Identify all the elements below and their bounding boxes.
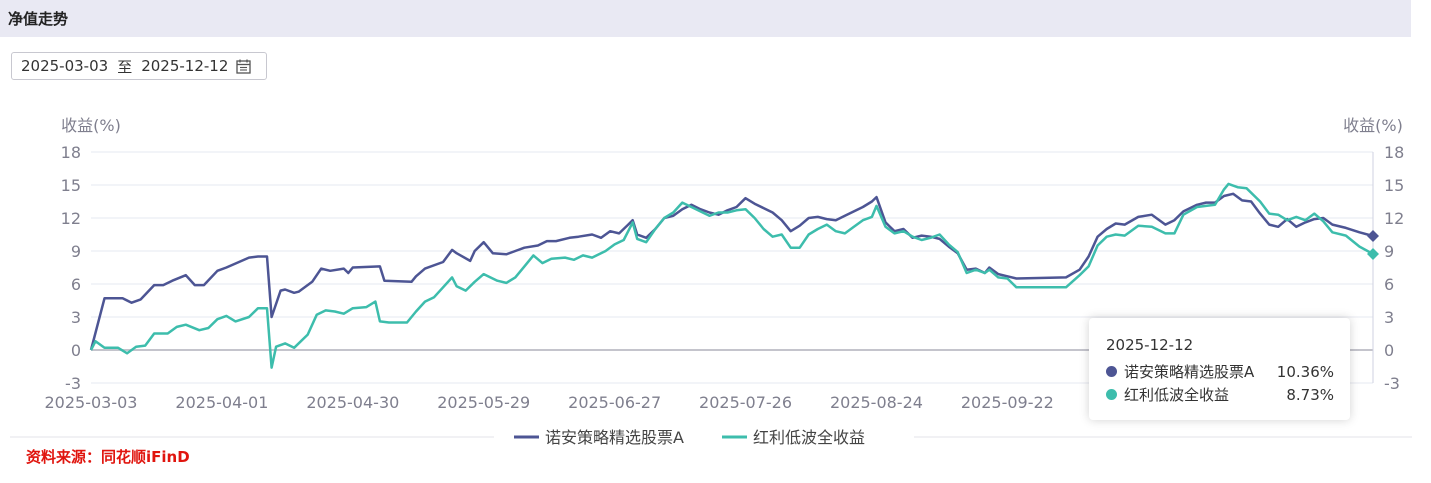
end-date: 2025-12-12 xyxy=(141,57,229,75)
x-tick-label: 2025-07-26 xyxy=(699,393,792,412)
y-tick-label-right: 15 xyxy=(1384,176,1404,195)
x-tick-label: 2025-06-27 xyxy=(568,393,661,412)
range-separator: 至 xyxy=(117,57,133,76)
y-axis-label-right: 收益(%) xyxy=(1343,116,1403,135)
legend-label-1: 红利低波全收益 xyxy=(753,428,865,447)
y-tick-label-left: 0 xyxy=(71,341,81,360)
y-tick-label-left: 15 xyxy=(61,176,81,195)
x-tick-label: 2025-05-29 xyxy=(437,393,530,412)
tooltip-benchmark-value: 8.73% xyxy=(1286,385,1334,404)
tooltip-fund-name: 诺安策略精选股票A xyxy=(1124,363,1255,381)
y-tick-label-left: -3 xyxy=(65,374,81,393)
y-tick-label-right: 3 xyxy=(1384,308,1394,327)
y-axis-label-left: 收益(%) xyxy=(61,116,121,135)
x-tick-label: 2025-04-30 xyxy=(306,393,399,412)
section-title: 净值走势 xyxy=(8,10,69,28)
series-line-0 xyxy=(89,192,1374,351)
series-end-marker-0 xyxy=(1367,230,1379,243)
tooltip-date: 2025-12-12 xyxy=(1106,336,1194,354)
tooltip-row-benchmark: 红利低波全收益 8.73% xyxy=(1106,383,1334,406)
fund-dot-icon xyxy=(1106,366,1117,377)
y-tick-label-left: 3 xyxy=(71,308,81,327)
tooltip-row-fund: 诺安策略精选股票A 10.36% xyxy=(1106,360,1334,383)
y-tick-label-left: 12 xyxy=(61,209,81,228)
tooltip-fund-value: 10.36% xyxy=(1276,362,1334,381)
x-tick-label: 2025-09-22 xyxy=(961,393,1054,412)
y-tick-label-left: 9 xyxy=(71,242,81,261)
data-source-note: 资料来源：同花顺iFinD xyxy=(26,448,190,466)
y-tick-label-right: -3 xyxy=(1384,374,1400,393)
chart-tooltip: 2025-12-12 诺安策略精选股票A 10.36% 红利低波全收益 8.73… xyxy=(1089,318,1350,420)
y-tick-label-right: 12 xyxy=(1384,209,1404,228)
y-tick-label-right: 9 xyxy=(1384,242,1394,261)
x-tick-label: 2025-03-03 xyxy=(45,393,138,412)
calendar-icon[interactable] xyxy=(236,59,252,74)
y-tick-label-right: 0 xyxy=(1384,341,1394,360)
benchmark-dot-icon xyxy=(1106,389,1117,400)
date-range-picker[interactable]: 2025-03-03 至 2025-12-12 xyxy=(11,52,267,80)
y-tick-label-right: 18 xyxy=(1384,143,1404,162)
y-tick-label-right: 6 xyxy=(1384,275,1394,294)
legend-label-0: 诺安策略精选股票A xyxy=(545,428,684,447)
series-line-1 xyxy=(89,182,1374,369)
x-tick-label: 2025-08-24 xyxy=(830,393,923,412)
tooltip-benchmark-name: 红利低波全收益 xyxy=(1124,386,1230,404)
y-tick-label-left: 18 xyxy=(61,143,81,162)
start-date: 2025-03-03 xyxy=(21,57,109,75)
series-end-marker-1 xyxy=(1367,247,1379,260)
x-tick-label: 2025-04-01 xyxy=(175,393,268,412)
section-header: 净值走势 xyxy=(0,0,1411,37)
y-tick-label-left: 6 xyxy=(71,275,81,294)
